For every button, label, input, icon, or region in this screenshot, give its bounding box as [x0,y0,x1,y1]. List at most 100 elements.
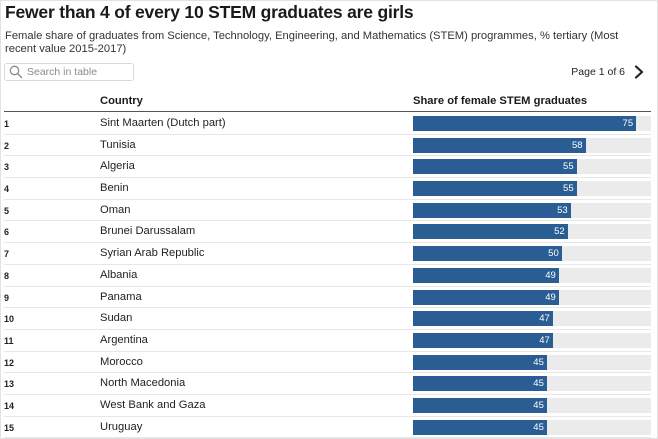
bar-value-label: 50 [548,248,559,260]
table-row: 11 Argentina 47 [4,330,651,352]
row-country: Morocco [100,355,143,368]
row-rank: 7 [4,249,10,260]
row-rank: 1 [4,119,10,129]
row-rank: 5 [4,205,10,216]
row-rank: 13 [4,379,15,390]
row-country: Syrian Arab Republic [100,247,205,260]
bar: 45 [413,397,547,413]
bar: 55 [413,159,577,175]
bar-value-label: 45 [533,399,544,411]
bar-track: 75 [413,116,651,131]
bar-track: 47 [413,332,651,348]
bar: 45 [413,419,547,435]
bar-value-label: 49 [545,269,556,281]
row-country: Panama [100,290,142,303]
bar-track: 58 [413,137,651,153]
bar-track: 45 [413,376,651,392]
row-country: Brunei Darussalam [100,225,196,238]
bar-track: 55 [413,181,651,197]
search-box[interactable] [4,63,134,81]
bar-value-label: 45 [533,356,544,368]
row-country: Oman [100,203,131,216]
table-row: 10 Sudan 47 [4,308,651,330]
bar-track: 45 [413,419,651,435]
table-row: 14 West Bank and Gaza 45 [4,395,651,417]
row-rank: 4 [4,184,10,195]
table-row: 1 Sint Maarten (Dutch part) 75 [4,113,651,135]
row-rank: 11 [4,335,14,346]
bar: 45 [413,376,547,392]
row-rank: 10 [4,314,15,325]
table-row: 8 Albania 49 [4,265,651,287]
bar: 47 [413,332,553,348]
bar-track: 47 [413,311,651,327]
bar: 52 [413,224,568,240]
bar: 45 [413,354,547,370]
table-row: 15 Uruguay 45 [4,417,651,439]
bar: 47 [413,311,553,327]
next-page-button[interactable] [630,63,648,81]
header-divider [4,111,651,112]
row-country: Sint Maarten (Dutch part) [100,117,226,129]
row-country: Sudan [100,312,133,325]
bar-track: 50 [413,246,651,262]
bar: 53 [413,202,571,218]
search-input[interactable] [27,65,127,79]
bar: 50 [413,246,562,262]
bar: 58 [413,137,586,153]
page-subtitle: Female share of graduates from Science, … [5,30,619,55]
bar-track: 53 [413,202,651,218]
bar: 49 [413,267,559,283]
bar-track: 49 [413,267,651,283]
bar-track: 52 [413,224,651,240]
row-rank: 14 [4,400,15,411]
row-rank: 3 [4,162,10,173]
row-rank: 2 [4,140,10,151]
bar-value-label: 75 [622,118,634,129]
bar-value-label: 45 [533,378,544,390]
bar-track: 49 [413,289,651,305]
bar: 49 [413,289,559,305]
table-row: 2 Tunisia 58 [4,135,651,157]
row-rank: 9 [4,292,10,303]
column-header-share[interactable]: Share of female STEM graduates [413,95,588,107]
table-row: 9 Panama 49 [4,287,651,309]
table-row: 4 Benin 55 [4,178,651,200]
row-country: North Macedonia [100,377,186,390]
bar-value-label: 45 [533,421,544,433]
chevron-right-icon [634,65,644,79]
bar-track: 45 [413,397,651,413]
bar-value-label: 53 [557,204,568,216]
table-row: 6 Brunei Darussalam 52 [4,221,651,244]
row-rank: 6 [4,227,10,238]
table-row: 5 Oman 53 [4,200,651,222]
row-country: Argentina [100,333,148,346]
row-country: Algeria [100,160,135,173]
table-row: 3 Algeria 55 [4,156,651,179]
pager-label: Page 1 of 6 [571,66,625,78]
row-rank: 15 [4,422,15,433]
table-row: 12 Morocco 45 [4,352,651,374]
bar-value-label: 49 [545,291,556,303]
row-country: Tunisia [100,138,136,151]
row-country: Albania [100,268,138,281]
row-country: Uruguay [100,420,143,433]
row-country: Benin [100,182,129,195]
bar: 55 [413,181,577,197]
bar-value-label: 58 [571,139,583,151]
bar: 75 [413,116,637,131]
bar-track: 45 [413,354,651,370]
row-rank: 8 [4,270,10,281]
bar-value-label: 47 [539,334,550,346]
search-icon [9,65,23,79]
bar-track: 55 [413,159,651,175]
row-rank: 12 [4,357,15,368]
bar-value-label: 47 [539,313,550,325]
bar-value-label: 52 [554,226,565,238]
row-country: West Bank and Gaza [100,398,206,411]
table-row: 7 Syrian Arab Republic 50 [4,243,651,265]
table-body: 1 Sint Maarten (Dutch part) 75 2 Tunisia 58 3 A… [4,113,651,439]
table-row: 13 North Macedonia 45 [4,373,651,395]
bar-value-label: 55 [563,183,574,195]
column-header-country[interactable]: Country [100,95,143,107]
